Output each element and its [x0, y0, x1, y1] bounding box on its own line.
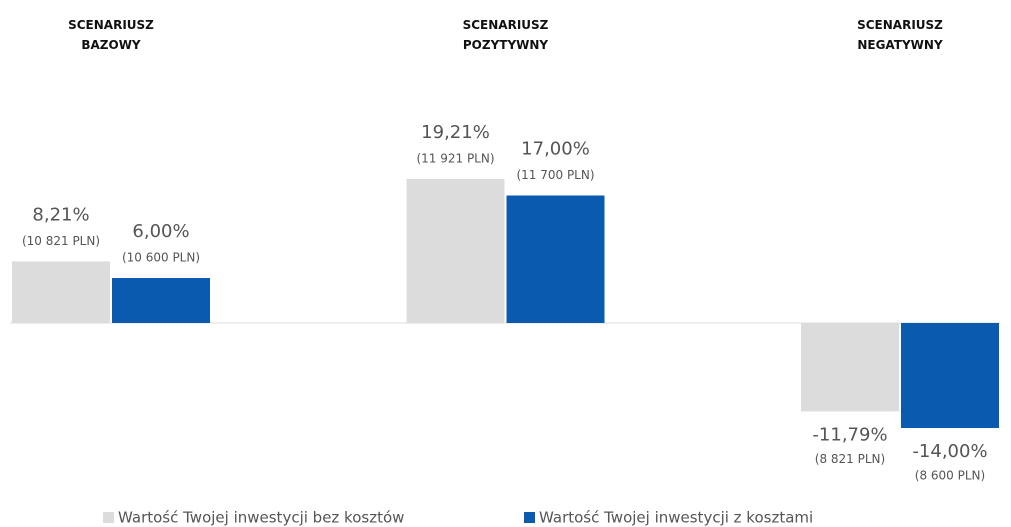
bar [406, 178, 505, 323]
legend-swatch [103, 512, 114, 523]
value-label: 8,21% [32, 204, 89, 225]
bar [112, 278, 210, 323]
category-label: SCENARIUSZ NEGATYWNY [857, 18, 943, 52]
amount-label: (11 921 PLN) [416, 151, 494, 165]
legend-swatch [524, 512, 535, 523]
amount-label: (8 600 PLN) [915, 469, 985, 483]
legend-label: Wartość Twojej inwestycji z kosztami [539, 509, 813, 527]
amount-label: (11 700 PLN) [516, 168, 594, 182]
value-label: 6,00% [132, 221, 189, 242]
bar [801, 323, 899, 412]
bar [12, 261, 110, 323]
category-label: SCENARIUSZ POZYTYWNY [463, 18, 549, 52]
amount-label: (10 821 PLN) [22, 234, 100, 248]
value-label: 17,00% [521, 139, 590, 160]
amount-label: (10 600 PLN) [122, 251, 200, 265]
value-label: -14,00% [912, 441, 987, 462]
bar [901, 323, 999, 428]
legend-label: Wartość Twojej inwestycji bez kosztów [118, 509, 404, 527]
amount-label: (8 821 PLN) [815, 452, 885, 466]
bar [506, 195, 605, 323]
category-label: SCENARIUSZ BAZOWY [68, 18, 154, 52]
value-label: -11,79% [812, 424, 887, 445]
value-label: 19,21% [421, 122, 490, 143]
